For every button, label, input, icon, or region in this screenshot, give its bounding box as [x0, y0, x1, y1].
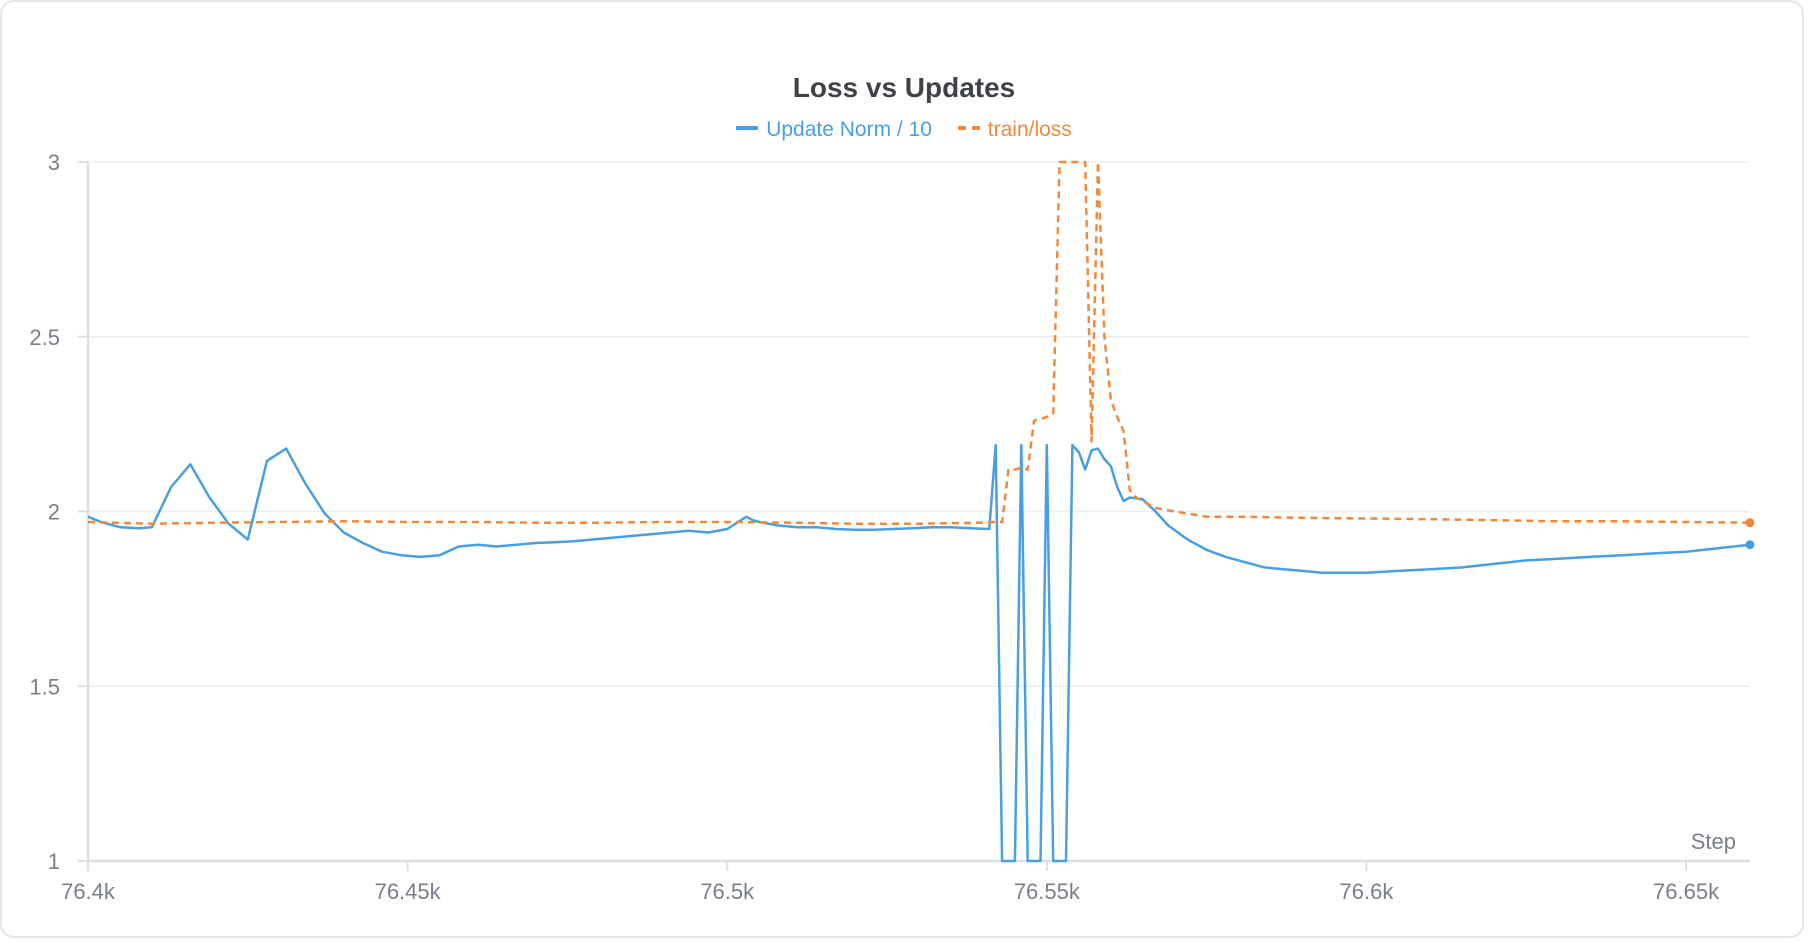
legend-swatch-dashed-icon [957, 126, 980, 131]
x-axis-label: Step [1691, 829, 1736, 854]
series-line-train-loss[interactable] [88, 160, 1751, 525]
y-tick-label: 1.5 [29, 674, 60, 699]
y-tick-label: 1 [48, 849, 60, 874]
x-tick-label: 76.6k [1340, 879, 1395, 904]
series-group [88, 160, 1755, 863]
x-tick-label: 76.5k [700, 879, 755, 904]
x-tick-label: 76.45k [375, 879, 442, 904]
y-tick-label: 2.5 [29, 325, 60, 350]
series-line-update-norm[interactable] [88, 443, 1751, 863]
chart-legend: Update Norm / 10 train/loss [0, 118, 1808, 142]
axes: 1 1.5 2 2.5 3 76.4k 76.45k 76.5k 76.55k 76.6k 76.6… [29, 150, 1750, 904]
y-tick-label: 3 [48, 150, 60, 175]
legend-item-update-norm[interactable]: Update Norm / 10 [736, 118, 932, 142]
legend-label-train-loss: train/loss [987, 118, 1072, 141]
grid-lines [88, 161, 1750, 687]
legend-swatch-solid-icon [736, 126, 759, 131]
x-tick-label: 76.65k [1653, 879, 1720, 904]
legend-item-train-loss[interactable]: train/loss [957, 118, 1072, 142]
x-tick-label: 76.4k [61, 879, 116, 904]
chart-title: Loss vs Updates [792, 72, 1016, 103]
y-tick-label: 2 [48, 500, 60, 525]
x-tick-label: 76.55k [1014, 879, 1081, 904]
series-endpoint-update-norm [1745, 540, 1755, 550]
series-endpoint-train-loss [1745, 518, 1755, 528]
legend-label-update-norm: Update Norm / 10 [766, 118, 932, 141]
